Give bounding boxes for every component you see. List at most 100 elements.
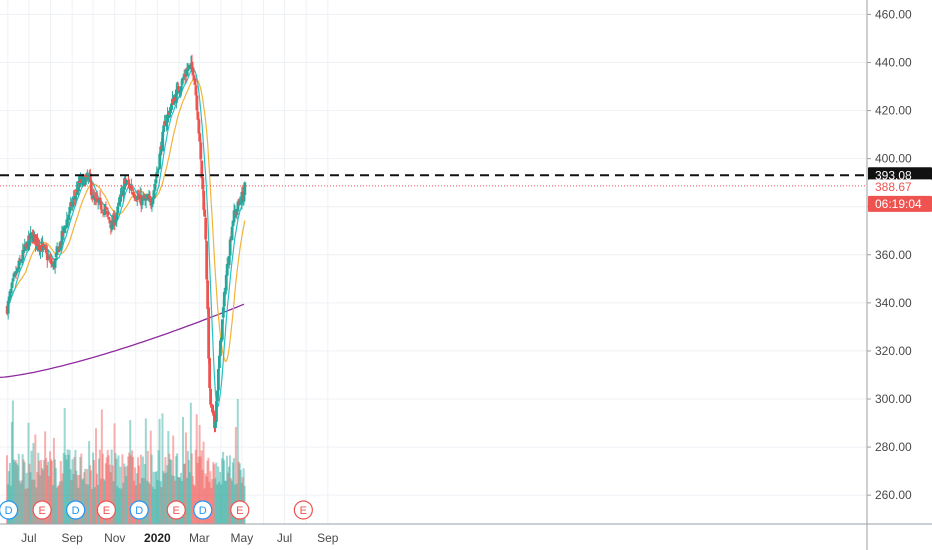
candle-body[interactable] xyxy=(100,210,104,211)
candle-body[interactable] xyxy=(125,183,128,185)
candle-body[interactable] xyxy=(55,248,59,256)
candle-body[interactable] xyxy=(195,95,199,111)
candle-body[interactable] xyxy=(115,214,119,221)
candle-body[interactable] xyxy=(190,61,194,69)
candle-body[interactable] xyxy=(64,227,68,229)
candle-body[interactable] xyxy=(162,125,166,132)
candle-body[interactable] xyxy=(227,256,231,266)
candle-body[interactable] xyxy=(192,75,196,78)
candle-body[interactable] xyxy=(41,243,45,247)
candle-body[interactable] xyxy=(174,89,178,103)
candle-body[interactable] xyxy=(92,195,96,200)
candle-body[interactable] xyxy=(98,197,102,200)
candle-body[interactable] xyxy=(216,390,219,402)
candle-body[interactable] xyxy=(97,199,101,204)
candle-body[interactable] xyxy=(57,249,61,253)
candle-body[interactable] xyxy=(238,202,242,204)
candle-body[interactable] xyxy=(140,198,144,206)
candle-body[interactable] xyxy=(142,195,146,201)
candle-body[interactable] xyxy=(118,200,122,204)
candle-body[interactable] xyxy=(196,111,200,120)
candle-body[interactable] xyxy=(65,219,69,228)
candlesticks[interactable] xyxy=(5,54,247,433)
candle-body[interactable] xyxy=(72,196,76,200)
candle-body[interactable] xyxy=(6,300,10,314)
candle-body[interactable] xyxy=(178,89,182,93)
candle-body[interactable] xyxy=(12,274,16,277)
candle-body[interactable] xyxy=(53,258,57,268)
candle-body[interactable] xyxy=(9,289,13,294)
candle-body[interactable] xyxy=(170,103,173,111)
candle-body[interactable] xyxy=(23,244,27,252)
candle-body[interactable] xyxy=(19,261,23,263)
candle-body[interactable] xyxy=(36,237,39,247)
dividend-marker[interactable]: D xyxy=(193,500,213,520)
candle-body[interactable] xyxy=(74,195,78,200)
candle-body[interactable] xyxy=(159,146,163,155)
candle-body[interactable] xyxy=(129,185,133,190)
candle-body[interactable] xyxy=(206,280,210,310)
candle-body[interactable] xyxy=(222,292,226,307)
candle-body[interactable] xyxy=(99,201,103,210)
candle-body[interactable] xyxy=(40,243,44,250)
candle-body[interactable] xyxy=(217,355,221,368)
candle-body[interactable] xyxy=(214,421,217,429)
candle-body[interactable] xyxy=(17,260,21,270)
candle-body[interactable] xyxy=(44,248,48,252)
dividend-marker[interactable]: D xyxy=(0,500,19,520)
candle-body[interactable] xyxy=(224,275,228,291)
candle-body[interactable] xyxy=(228,239,232,256)
candle-body[interactable] xyxy=(225,264,229,276)
candle-body[interactable] xyxy=(88,173,92,183)
candle-body[interactable] xyxy=(231,220,235,227)
candle-body[interactable] xyxy=(221,307,225,318)
candle-body[interactable] xyxy=(106,211,110,216)
candle-body[interactable] xyxy=(67,214,71,220)
candle-body[interactable] xyxy=(211,405,214,412)
candle-body[interactable] xyxy=(143,198,147,201)
candle-body[interactable] xyxy=(169,108,172,114)
candle-body[interactable] xyxy=(191,67,195,75)
candle-body[interactable] xyxy=(243,182,247,196)
candle-body[interactable] xyxy=(242,193,246,201)
candle-body[interactable] xyxy=(27,235,31,250)
candle-body[interactable] xyxy=(14,273,18,275)
candle-body[interactable] xyxy=(156,169,160,174)
candle-body[interactable] xyxy=(201,177,205,190)
candle-body[interactable] xyxy=(63,226,67,228)
earnings-marker[interactable]: E xyxy=(32,500,52,520)
candle-body[interactable] xyxy=(110,221,114,230)
candle-body[interactable] xyxy=(207,307,211,359)
candle-body[interactable] xyxy=(43,246,47,249)
candle-body[interactable] xyxy=(210,404,213,407)
candle-body[interactable] xyxy=(30,232,34,234)
candle-body[interactable] xyxy=(95,197,99,201)
candle-body[interactable] xyxy=(144,199,148,201)
candle-body[interactable] xyxy=(127,181,130,184)
candle-body[interactable] xyxy=(54,253,58,257)
candle-body[interactable] xyxy=(21,249,25,260)
candle-body[interactable] xyxy=(93,198,97,202)
candle-body[interactable] xyxy=(182,76,186,77)
candle-body[interactable] xyxy=(218,340,222,357)
candle-body[interactable] xyxy=(199,142,203,160)
candle-body[interactable] xyxy=(45,252,49,261)
candle-body[interactable] xyxy=(148,195,152,199)
candle-body[interactable] xyxy=(187,65,191,69)
candle-body[interactable] xyxy=(239,204,243,205)
candle-body[interactable] xyxy=(186,68,190,71)
candle-body[interactable] xyxy=(108,220,112,224)
candle-body[interactable] xyxy=(105,211,109,212)
candle-body[interactable] xyxy=(236,201,240,212)
candle-body[interactable] xyxy=(68,206,72,214)
candle-body[interactable] xyxy=(209,388,212,405)
candle-body[interactable] xyxy=(49,259,53,264)
candle-body[interactable] xyxy=(89,181,93,196)
earnings-marker[interactable]: E xyxy=(293,500,313,520)
candle-body[interactable] xyxy=(29,232,33,239)
candle-body[interactable] xyxy=(152,190,156,199)
candle-body[interactable] xyxy=(198,133,202,142)
candle-body[interactable] xyxy=(32,234,35,242)
